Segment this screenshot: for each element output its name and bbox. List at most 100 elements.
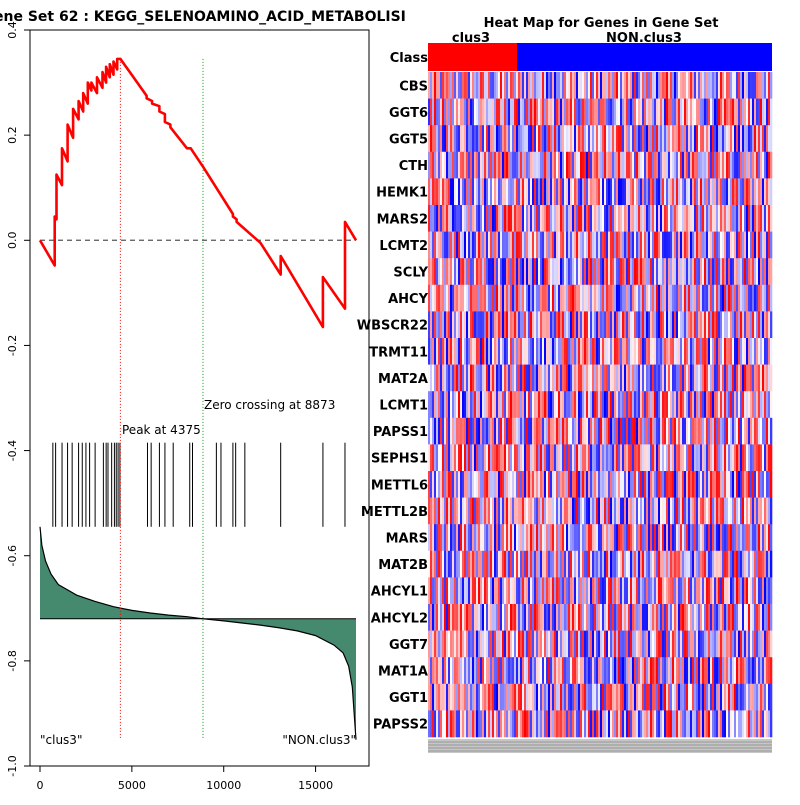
heatmap-cell [734,178,737,206]
heatmap-cell [736,604,739,631]
heatmap-cell [544,205,547,232]
heatmap-cell [632,125,635,153]
heatmap-cell [622,338,625,365]
heatmap-cell [442,311,445,339]
heatmap-cell [464,178,467,206]
heatmap-cell [598,311,601,339]
heatmap-cell [676,444,679,472]
heatmap-cell [648,231,651,259]
heatmap-cell [454,98,457,126]
heatmap-cell [490,391,493,419]
heatmap-cell [522,444,525,472]
heatmap-cell [576,391,579,419]
heatmap-cell [564,577,567,605]
heatmap-cell [666,125,669,153]
heatmap-cell [674,258,677,286]
heatmap-cell [552,98,555,126]
heatmap-cell [682,417,685,445]
heatmap-cell [472,231,475,259]
heatmap-cell [672,311,675,339]
heatmap-cell [472,497,475,525]
heatmap-cell [702,710,705,738]
heatmap-cell [436,471,439,498]
heatmap-cell [648,417,651,445]
heatmap-cell [684,364,687,392]
heatmap-cell [724,550,727,578]
heatmap-cell [436,72,439,99]
heatmap-cell [472,577,475,605]
heatmap-cell [458,683,461,711]
heatmap-cell [640,550,643,578]
heatmap-cell [560,710,563,738]
heatmap-cell [610,710,613,738]
heatmap-cell [626,311,629,339]
heatmap-cell [558,444,561,472]
heatmap-cell [438,205,441,232]
heatmap-cell [598,391,601,419]
heatmap-cell [708,550,711,578]
heatmap-cell [500,364,503,392]
heatmap-cell [648,524,651,552]
heatmap-cell [714,471,717,498]
heatmap-cell [520,577,523,605]
heatmap-cell [642,630,645,658]
heatmap-cell [576,657,579,685]
heatmap-cell [684,444,687,472]
heatmap-cell [472,524,475,552]
heatmap-cell [430,550,433,578]
heatmap-cell [708,391,711,419]
heatmap-cell [460,258,463,286]
heatmap-cell [602,497,605,525]
heatmap-cell [568,338,571,365]
heatmap-cell [650,577,653,605]
heatmap-cell [650,471,653,498]
heatmap-cell [588,391,591,419]
heatmap-cell [688,683,691,711]
heatmap-cell [736,98,739,126]
heatmap-cell [448,524,451,552]
heatmap-cell [448,205,451,232]
heatmap-cell [644,683,647,711]
heatmap-cell [510,72,513,99]
heatmap-cell [754,550,757,578]
heatmap-cell [638,524,641,552]
heatmap-cell [504,683,507,711]
heatmap-cell [644,125,647,153]
heatmap-cell [454,72,457,99]
heatmap-row [428,338,773,365]
heatmap-cell [632,683,635,711]
heatmap-cell [716,604,719,631]
heatmap-cell [736,125,739,153]
heatmap-cell [724,311,727,339]
heatmap-cell [734,417,737,445]
heatmap-cell [488,710,491,738]
heatmap-cell [636,497,639,525]
heatmap-cell [710,657,713,685]
heatmap-cell [744,98,747,126]
heatmap-cell [450,311,453,339]
heatmap-cell [594,178,597,206]
gene-label: MAT2A [378,372,428,387]
heatmap-cell [442,338,445,365]
heatmap-cell [708,657,711,685]
heatmap-cell [590,550,593,578]
heatmap-cell [750,657,753,685]
heatmap-cell [672,550,675,578]
heatmap-cell [718,471,721,498]
heatmap-cell [720,364,723,392]
heatmap-cell [636,710,639,738]
heatmap-cell [740,231,743,259]
heatmap-cell [738,524,741,552]
heatmap-cell [662,683,665,711]
heatmap-cell [572,231,575,259]
heatmap-cell [462,444,465,472]
heatmap-cell [626,205,629,232]
heatmap-cell [586,284,589,312]
heatmap-cell [586,205,589,232]
heatmap-cell [752,417,755,445]
heatmap-cell [510,338,513,365]
heatmap-cell [686,604,689,631]
heatmap-cell [684,205,687,232]
heatmap-cell [758,178,761,206]
heatmap-cell [642,444,645,472]
